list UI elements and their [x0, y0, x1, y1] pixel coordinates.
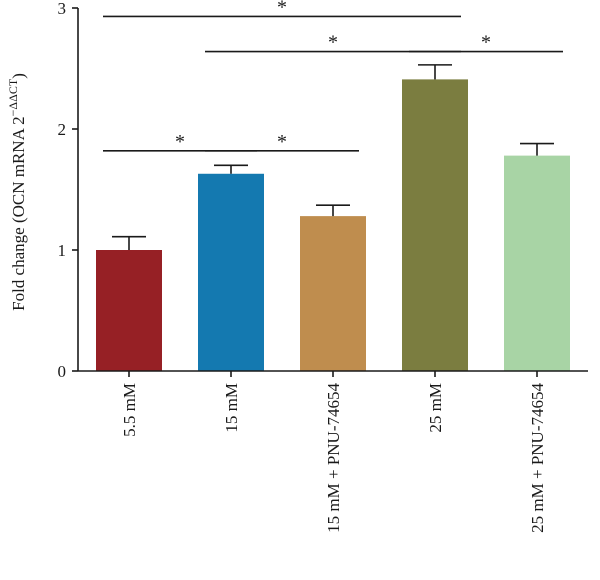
x-tick-label-2: 15 mM — [222, 383, 241, 433]
x-tick-label-5: 25 mM + PNU-74654 — [528, 383, 547, 533]
significance-star-5: * — [277, 0, 287, 18]
bar-3 — [300, 216, 366, 371]
y-axis-label-main: Fold change (OCN mRNA 2 — [9, 116, 28, 311]
x-tick-label-3: 15 mM + PNU-74654 — [324, 383, 343, 533]
axes-group — [72, 7, 588, 377]
significance-star-1: * — [175, 131, 185, 153]
y-axis-label-suffix: ) — [9, 73, 28, 79]
y-tick-label-2: 2 — [58, 120, 67, 139]
bars-group — [96, 79, 570, 371]
y-axis-label-superscript: −ΔΔCT — [6, 78, 20, 116]
bar-2 — [198, 173, 264, 371]
y-axis-label: Fold change (OCN mRNA 2−ΔΔCT) — [6, 73, 28, 311]
significance-group: * * * * * — [103, 0, 563, 153]
y-tick-label-3: 3 — [58, 0, 67, 18]
x-tick-label-4: 25 mM — [426, 383, 445, 433]
y-tick-label-0: 0 — [58, 362, 67, 381]
bar-5 — [504, 155, 570, 371]
bar-4 — [402, 79, 468, 371]
y-tick-label-1: 1 — [58, 241, 67, 260]
x-tick-label-1: 5.5 mM — [120, 383, 139, 437]
error-bars-group — [112, 64, 554, 250]
bar-1 — [96, 250, 162, 371]
significance-star-2: * — [277, 131, 287, 153]
labels-group: 0 1 2 3 5.5 mM 15 mM 15 mM + PNU-74654 25 mM 25 … — [58, 0, 548, 533]
significance-star-4: * — [481, 32, 491, 54]
significance-star-3: * — [328, 32, 338, 54]
